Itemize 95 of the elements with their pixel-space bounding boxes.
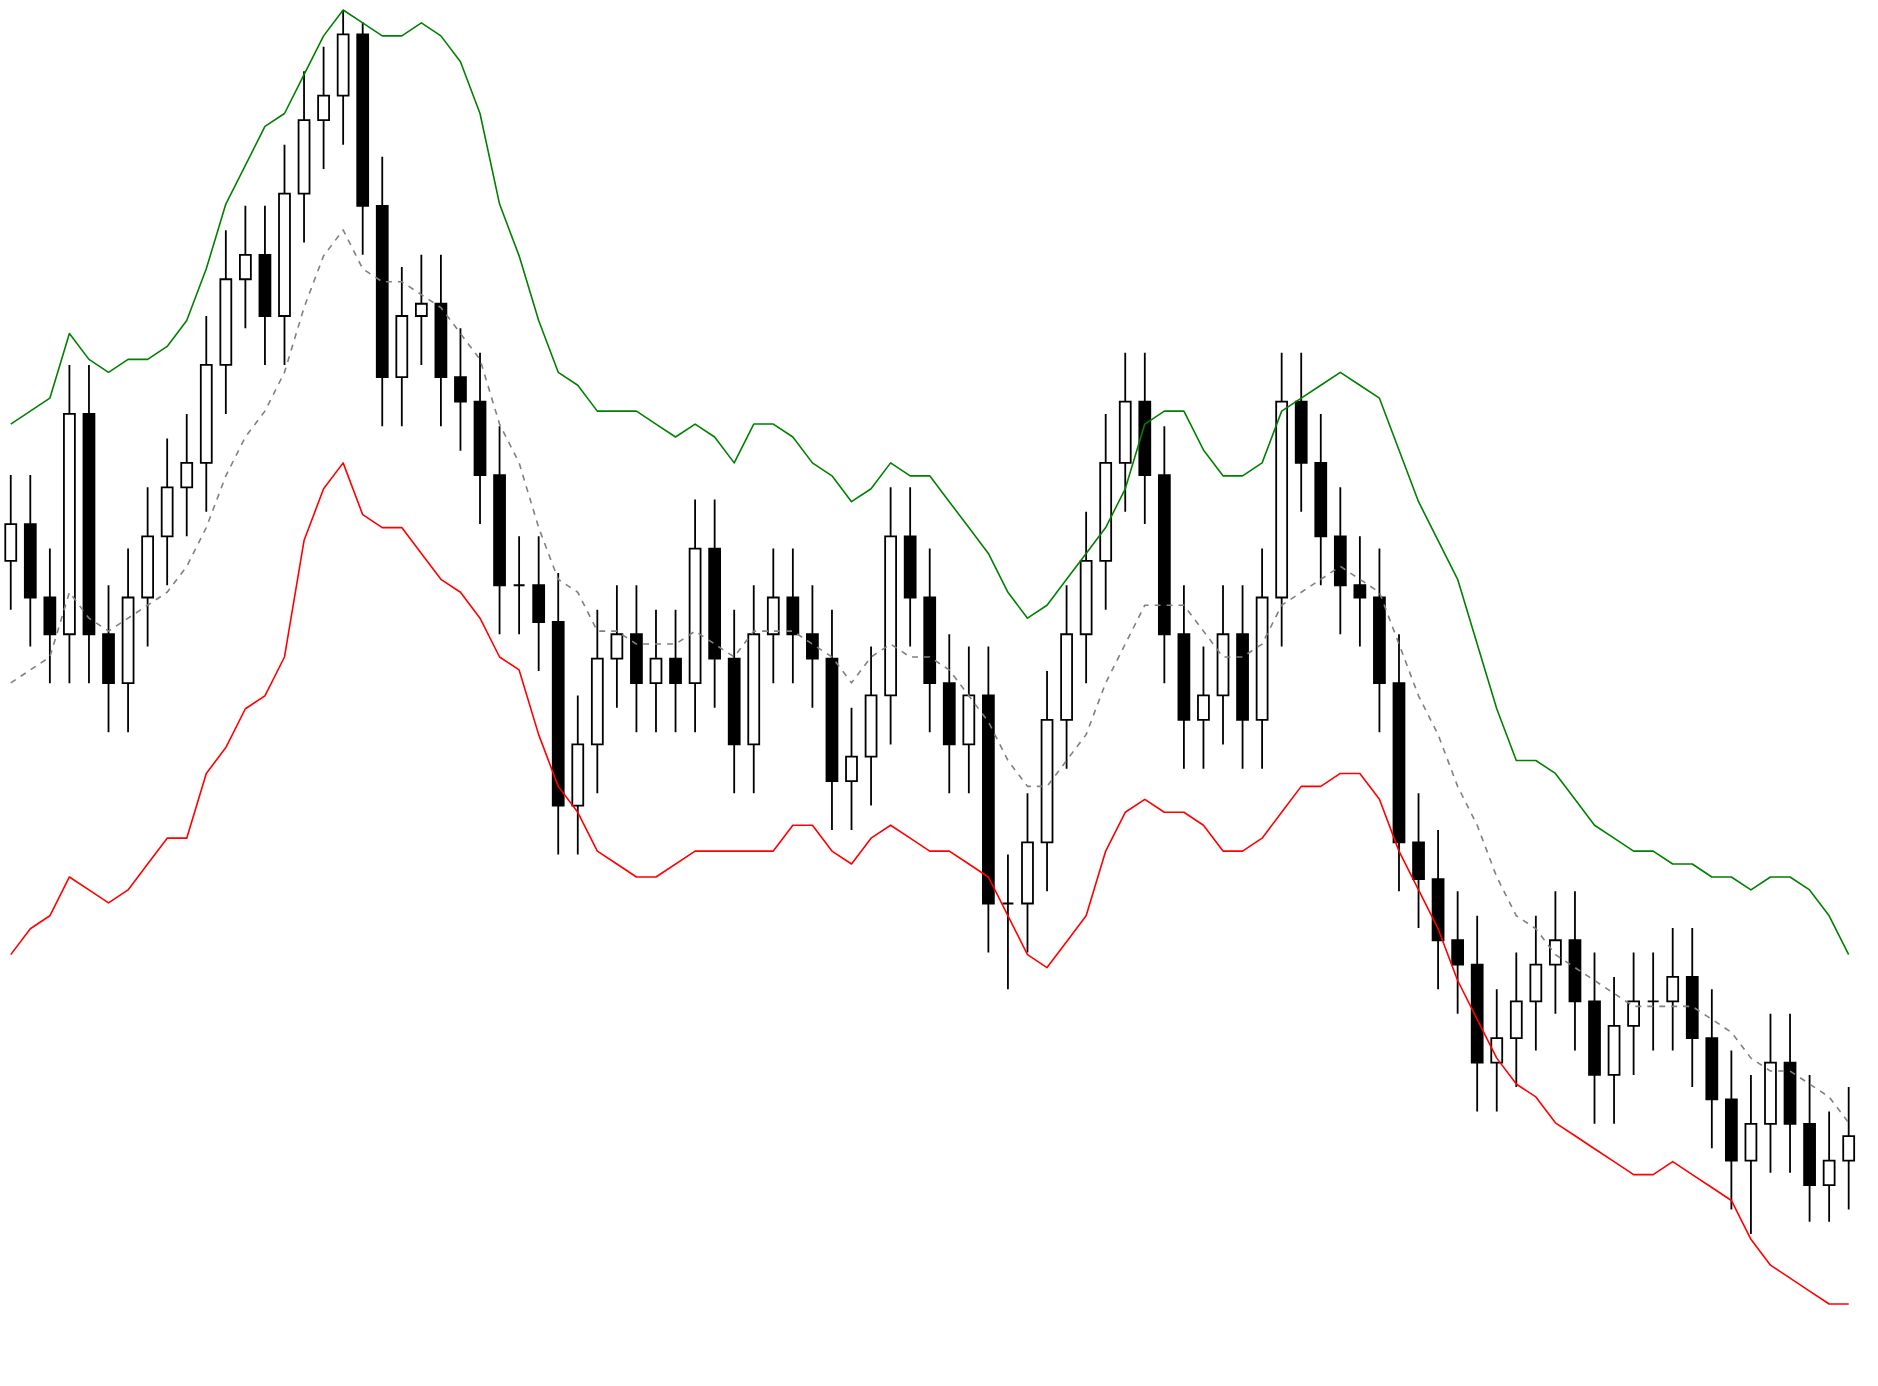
candlestick: [414, 253, 428, 366]
candlestick: [1060, 584, 1073, 770]
candlestick: [199, 315, 213, 513]
candlestick: [1549, 890, 1562, 1015]
candlestick: [1021, 792, 1034, 954]
candlestick: [82, 364, 96, 685]
candlestick: [1529, 914, 1543, 1052]
candlestick: [688, 498, 702, 734]
candlestick: [1803, 1073, 1816, 1223]
candlestick: [532, 535, 546, 672]
candlestick: [43, 547, 57, 685]
candlestick: [1197, 645, 1210, 770]
candlestick: [473, 351, 487, 525]
candlestick: [219, 229, 233, 415]
candlestick: [1666, 927, 1680, 1052]
candlestick: [121, 547, 135, 734]
candlestick: [1822, 1110, 1836, 1223]
candlestick: [141, 486, 154, 648]
candlestick: [23, 474, 37, 648]
candlestick: [942, 633, 956, 795]
candlestick: [1275, 351, 1289, 648]
candlestick: [1314, 413, 1328, 587]
candlestick: [1509, 951, 1523, 1089]
candlestick: [1236, 584, 1249, 770]
candlestick: [1157, 425, 1171, 685]
candlestick: [864, 645, 878, 807]
candlestick: [1079, 510, 1093, 685]
candlestick: [278, 143, 291, 366]
candlestick: [1392, 633, 1406, 893]
candlestick: [1294, 351, 1308, 513]
candlestick: [1744, 1073, 1758, 1235]
candlestick: [786, 547, 800, 685]
candlestick: [1627, 951, 1640, 1076]
candlestick: [923, 547, 937, 734]
candlestick: [903, 486, 917, 648]
candlestick: [1412, 792, 1425, 929]
candlestick: [1568, 890, 1582, 1052]
candlestick: [1177, 584, 1191, 770]
candlestick: [1353, 535, 1367, 648]
candlestick: [1255, 547, 1269, 770]
candlestick: [4, 474, 18, 611]
candlestick: [1646, 951, 1660, 1052]
candlestick: [1725, 1049, 1738, 1211]
candlestick: [1040, 670, 1054, 893]
candlestick: [982, 645, 995, 954]
candlestick: [571, 694, 585, 856]
candlestick: [551, 572, 565, 856]
candlestick: [884, 486, 897, 746]
candlestick: [1783, 1012, 1797, 1174]
candlestick: [610, 584, 624, 709]
candlestick: [1685, 927, 1699, 1089]
candlestick: [239, 204, 252, 330]
candlestick: [708, 498, 722, 709]
candlestick: [845, 706, 858, 831]
candlestick: [1705, 988, 1719, 1150]
candlestick: [1588, 951, 1601, 1125]
candlestick: [727, 608, 741, 795]
candlestick: [1764, 1012, 1777, 1174]
candlestick: [1431, 829, 1445, 991]
candlestick: [512, 535, 526, 636]
candlestick: [395, 266, 409, 428]
candlestick: [1373, 547, 1386, 734]
candlestick: [454, 327, 467, 452]
candlestick: [1099, 413, 1113, 611]
candlestick: [258, 204, 272, 366]
candlestick: [493, 425, 506, 636]
candlestick: [317, 45, 330, 170]
candlestick: [297, 70, 311, 244]
candlestick: [1216, 584, 1230, 746]
candlestick: [102, 584, 115, 734]
candlestick: [630, 584, 643, 734]
candlestick: [747, 584, 761, 795]
candlestick: [1138, 351, 1152, 525]
candlestick: [1001, 853, 1015, 991]
candlestick: [590, 608, 604, 795]
candlestick: [962, 645, 976, 795]
candlestick: [1118, 351, 1132, 513]
candlestick: [375, 155, 389, 428]
candlestick: [1470, 914, 1484, 1113]
candlestick: [806, 584, 819, 709]
candlestick: [1842, 1086, 1856, 1211]
candlestick: [160, 437, 174, 587]
candlestick: [669, 608, 682, 734]
candlestick: [63, 364, 76, 685]
candlestick: [356, 21, 370, 256]
candlestick: [649, 608, 663, 734]
candlestick: [336, 9, 350, 146]
candlestick: [825, 608, 839, 831]
candlestick: [434, 253, 448, 428]
candlestick: [1333, 486, 1347, 636]
candlestick: [1451, 890, 1465, 1015]
candlestick: [1490, 988, 1504, 1113]
candlestick: [766, 547, 780, 685]
candlestick: [180, 413, 194, 538]
candlestick: [1607, 976, 1621, 1125]
